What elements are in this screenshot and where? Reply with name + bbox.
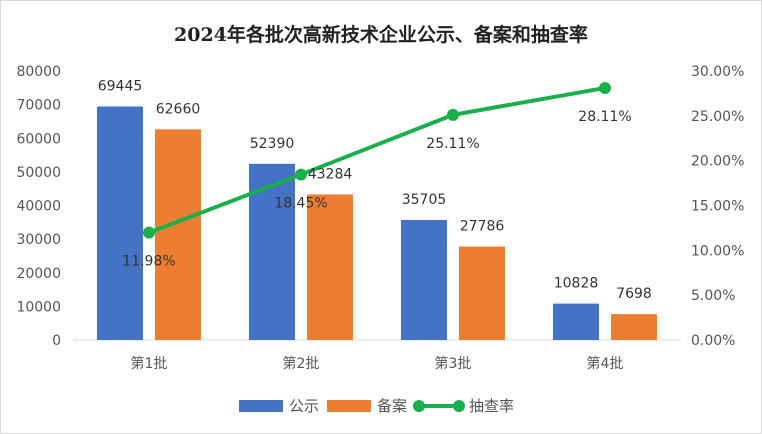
legend-label: 抽查率	[469, 397, 514, 415]
bar-备案	[611, 314, 657, 340]
y-right-tick-label: 30.00%	[691, 64, 744, 80]
y-right-tick-label: 15.00%	[691, 199, 744, 215]
bar-公示	[553, 303, 599, 340]
x-category-label: 第3批	[435, 355, 472, 372]
line-data-label: 11.98%	[122, 254, 175, 270]
y-left-tick-label: 10000	[16, 299, 61, 315]
x-category-label: 第1批	[131, 355, 168, 372]
bar-data-label: 52390	[250, 136, 295, 152]
line-point	[295, 168, 307, 181]
y-left-tick-label: 50000	[16, 165, 61, 181]
chart-title: 2024年各批次高新技术企业公示、备案和抽查率	[174, 23, 588, 46]
legend-label: 公示	[289, 397, 319, 415]
x-category-label: 第2批	[283, 355, 320, 372]
line-data-label: 18.45%	[274, 196, 327, 212]
line-point	[447, 108, 459, 121]
y-right-tick-label: 20.00%	[691, 154, 744, 170]
y-right-tick-label: 25.00%	[691, 109, 744, 125]
bar-备案	[307, 194, 353, 340]
legend-line-marker	[413, 400, 425, 412]
bar-data-label: 7698	[616, 286, 652, 302]
legend-line-marker	[453, 400, 465, 412]
legend-label: 备案	[377, 397, 407, 415]
y-left-tick-label: 80000	[16, 64, 61, 80]
bar-data-label: 69445	[98, 78, 143, 94]
line-point	[143, 226, 155, 239]
x-category-label: 第4批	[587, 355, 624, 372]
line-point	[599, 81, 611, 94]
bar-data-label: 43284	[308, 166, 353, 182]
y-left-tick-label: 60000	[16, 131, 61, 147]
bar-公示	[97, 106, 143, 341]
y-left-tick-label: 20000	[16, 266, 61, 282]
bar-data-label: 27786	[460, 219, 505, 235]
y-left-tick-label: 0	[52, 333, 61, 349]
legend-swatch	[239, 400, 283, 412]
bar-备案	[459, 246, 505, 340]
y-right-tick-label: 10.00%	[691, 243, 744, 259]
bar-data-label: 35705	[402, 192, 447, 208]
y-left-tick-label: 70000	[16, 98, 61, 114]
line-data-label: 28.11%	[578, 109, 631, 125]
y-right-tick-label: 0.00%	[691, 333, 735, 349]
legend-swatch	[327, 400, 371, 412]
y-right-tick-label: 5.00%	[691, 288, 735, 304]
y-left-tick-label: 40000	[16, 199, 61, 215]
bar-备案	[155, 129, 201, 340]
bar-data-label: 10828	[554, 276, 599, 292]
line-抽查率	[148, 85, 606, 235]
y-left-tick-label: 30000	[16, 232, 61, 248]
line-data-label: 25.11%	[426, 136, 479, 152]
bar-data-label: 62660	[156, 101, 201, 117]
bar-公示	[401, 219, 447, 340]
